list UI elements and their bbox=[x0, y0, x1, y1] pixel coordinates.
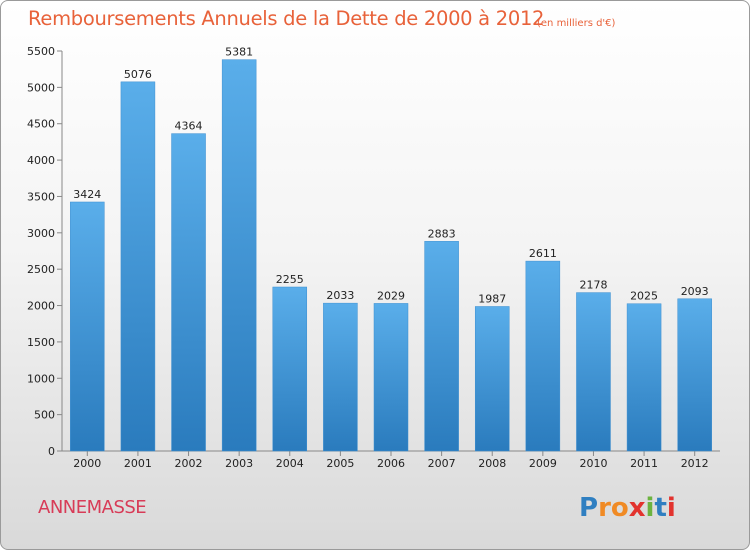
x-tick-label: 2010 bbox=[579, 457, 607, 470]
x-tick-label: 2000 bbox=[73, 457, 101, 470]
bar bbox=[120, 81, 156, 452]
y-tick-label: 500 bbox=[34, 409, 55, 422]
x-tick-label: 2009 bbox=[529, 457, 557, 470]
x-tick-label: 2006 bbox=[377, 457, 405, 470]
bar-value-label: 4364 bbox=[175, 120, 203, 133]
y-tick-label: 1500 bbox=[27, 336, 55, 349]
y-tick-label: 5000 bbox=[27, 81, 55, 94]
y-tick-label: 1000 bbox=[27, 372, 55, 385]
bar-value-label: 2033 bbox=[326, 289, 354, 302]
chart-unit: (en milliers d'€) bbox=[537, 18, 616, 29]
bar bbox=[272, 286, 308, 452]
bar-value-label: 3424 bbox=[73, 188, 101, 201]
x-tick-label: 2002 bbox=[175, 457, 203, 470]
y-tick-label: 4000 bbox=[27, 154, 55, 167]
x-tick-label: 2007 bbox=[428, 457, 456, 470]
y-tick-label: 4500 bbox=[27, 118, 55, 131]
bar-value-label: 2883 bbox=[428, 227, 456, 240]
y-tick-label: 3500 bbox=[27, 190, 55, 203]
bar bbox=[626, 303, 662, 452]
city-name: ANNEMASSE bbox=[38, 497, 147, 518]
y-tick-label: 2500 bbox=[27, 263, 55, 276]
y-tick-label: 2000 bbox=[27, 300, 55, 313]
y-tick-label: 3000 bbox=[27, 227, 55, 240]
bar-value-label: 2093 bbox=[681, 285, 709, 298]
bar bbox=[474, 306, 510, 452]
bar-value-label: 2029 bbox=[377, 289, 405, 302]
bar bbox=[221, 59, 257, 452]
bar bbox=[70, 201, 105, 452]
x-tick-label: 2005 bbox=[326, 457, 354, 470]
chart-title: Remboursements Annuels de la Dette de 20… bbox=[28, 7, 545, 30]
x-tick-label: 2001 bbox=[124, 457, 152, 470]
chart-bars: 3424 5076 4364 5381 2255 2033 2029 2883 1987 2611… bbox=[70, 46, 712, 452]
bar-value-label: 5381 bbox=[225, 46, 253, 59]
svg-text:Proxiti: Proxiti bbox=[579, 493, 676, 523]
x-tick-label: 2004 bbox=[276, 457, 304, 470]
y-tick-label: 0 bbox=[48, 445, 55, 458]
bar bbox=[677, 298, 712, 452]
bar-value-label: 5076 bbox=[124, 68, 152, 81]
chart-axes: 0 500 1000 1500 2000 2500 3000 3500 4000 4500 5000… bbox=[27, 45, 720, 470]
bar bbox=[171, 133, 206, 452]
bar-value-label: 2255 bbox=[276, 273, 304, 286]
x-tick-label: 2012 bbox=[681, 457, 709, 470]
bar bbox=[525, 260, 561, 452]
x-tick-label: 2011 bbox=[630, 457, 658, 470]
y-tick-label: 5500 bbox=[27, 45, 55, 58]
bar bbox=[576, 292, 611, 452]
x-tick-label: 2003 bbox=[225, 457, 253, 470]
bar-value-label: 1987 bbox=[478, 292, 506, 305]
proxiti-logo: Proxiti bbox=[579, 493, 676, 523]
bar-value-label: 2025 bbox=[630, 290, 658, 303]
bar-value-label: 2611 bbox=[529, 247, 557, 260]
bar bbox=[373, 303, 409, 452]
bar-value-label: 2178 bbox=[579, 279, 607, 292]
bar bbox=[323, 302, 358, 452]
x-tick-label: 2008 bbox=[478, 457, 506, 470]
bar bbox=[424, 241, 459, 452]
